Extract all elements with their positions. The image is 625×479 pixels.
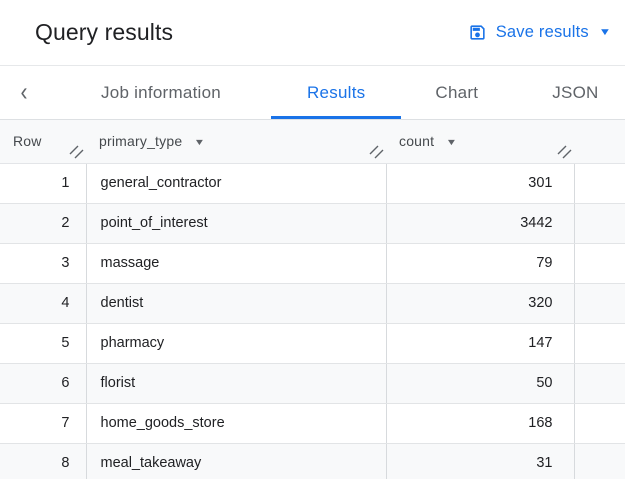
- primary-type-cell: pharmacy: [86, 323, 387, 364]
- table-header-row: Row primary_type ▼: [0, 120, 625, 164]
- row-number-cell: 5: [0, 323, 87, 364]
- row-number-cell: 7: [0, 403, 87, 444]
- table-row: 1 general_contractor 301: [0, 163, 625, 204]
- table-row: 7 home_goods_store 168: [0, 403, 625, 444]
- column-header-filler: [574, 120, 625, 164]
- filler-cell: [574, 403, 625, 444]
- filler-cell: [574, 163, 625, 204]
- title-bar: Query results Save results ▼: [0, 0, 625, 66]
- filler-cell: [574, 443, 625, 479]
- filler-cell: [574, 203, 625, 244]
- column-sort-caret-icon[interactable]: ▼: [445, 137, 458, 148]
- count-cell: 50: [386, 363, 575, 404]
- count-cell: 168: [386, 403, 575, 444]
- tab-results[interactable]: Results: [270, 66, 402, 119]
- primary-type-cell: meal_takeaway: [86, 443, 387, 479]
- primary-type-cell: massage: [86, 243, 387, 284]
- chevron-left-icon[interactable]: ‹: [20, 77, 28, 107]
- filler-cell: [574, 363, 625, 404]
- table-row: 5 pharmacy 147: [0, 323, 625, 364]
- filler-cell: [574, 323, 625, 364]
- tab-job-information[interactable]: Job information: [101, 82, 221, 102]
- count-cell: 301: [386, 163, 575, 204]
- tab-chart[interactable]: Chart: [435, 82, 479, 102]
- row-number-cell: 2: [0, 203, 87, 244]
- primary-type-cell: point_of_interest: [86, 203, 387, 244]
- row-number-cell: 4: [0, 283, 87, 324]
- tab-json[interactable]: JSON: [552, 82, 599, 102]
- save-results-button[interactable]: Save results ▼: [468, 23, 612, 42]
- table-row: 4 dentist 320: [0, 283, 625, 324]
- column-header-row: Row: [0, 120, 86, 164]
- column-label-primary-type: primary_type: [99, 133, 183, 150]
- table-row: 3 massage 79: [0, 243, 625, 284]
- primary-type-cell: general_contractor: [86, 163, 387, 204]
- column-resize-handle-icon[interactable]: [367, 144, 385, 160]
- page-title: Query results: [35, 19, 174, 45]
- table-row: 2 point_of_interest 3442: [0, 203, 625, 244]
- primary-type-cell: dentist: [86, 283, 387, 324]
- filler-cell: [574, 243, 625, 284]
- filler-cell: [574, 283, 625, 324]
- save-results-caret-icon: ▼: [598, 27, 612, 38]
- count-cell: 31: [386, 443, 575, 479]
- count-cell: 3442: [386, 203, 575, 244]
- count-cell: 147: [386, 323, 575, 364]
- column-header-count[interactable]: count ▼: [386, 120, 574, 164]
- count-cell: 320: [386, 283, 575, 324]
- row-number-cell: 6: [0, 363, 87, 404]
- table-row: 8 meal_takeaway 31: [0, 443, 625, 479]
- table-body: 1 general_contractor 301 2 point_of_inte…: [0, 163, 625, 479]
- column-resize-handle-icon[interactable]: [555, 144, 573, 160]
- tab-bar: ‹ Job information Results Chart JSON: [0, 66, 625, 120]
- column-resize-handle-icon[interactable]: [67, 144, 85, 160]
- column-header-primary-type[interactable]: primary_type ▼: [86, 120, 386, 164]
- row-number-cell: 1: [0, 163, 87, 204]
- primary-type-cell: home_goods_store: [86, 403, 387, 444]
- results-table: Row primary_type ▼: [0, 120, 625, 479]
- primary-type-cell: florist: [86, 363, 387, 404]
- column-sort-caret-icon[interactable]: ▼: [194, 137, 206, 148]
- row-number-cell: 3: [0, 243, 87, 284]
- row-number-cell: 8: [0, 443, 87, 479]
- column-label-row: Row: [13, 133, 42, 150]
- count-cell: 79: [386, 243, 575, 284]
- table-row: 6 florist 50: [0, 363, 625, 404]
- save-results-label: Save results: [495, 23, 589, 41]
- column-label-count: count: [399, 133, 435, 150]
- save-icon: [468, 23, 487, 42]
